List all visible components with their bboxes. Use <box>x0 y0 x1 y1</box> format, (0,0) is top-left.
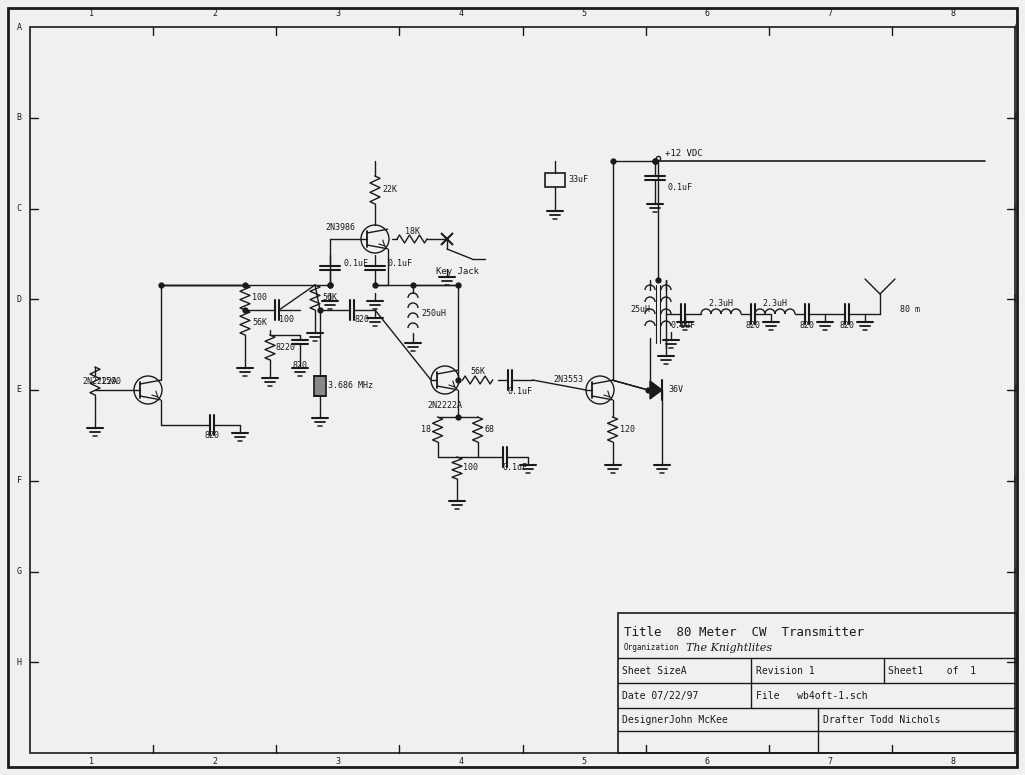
Text: 820: 820 <box>839 322 855 330</box>
Text: G: G <box>1014 567 1019 576</box>
Text: F: F <box>1014 477 1019 485</box>
Text: 56K: 56K <box>470 367 485 377</box>
Text: 1: 1 <box>89 9 94 18</box>
Text: 80 m: 80 m <box>900 305 920 314</box>
Text: 120: 120 <box>619 425 634 434</box>
Text: 68: 68 <box>485 425 495 434</box>
Text: 2N2222A: 2N2222A <box>427 401 462 409</box>
Text: 0.1uF: 0.1uF <box>502 463 527 471</box>
Text: Key Jack: Key Jack <box>436 267 479 277</box>
Text: 820: 820 <box>292 360 308 370</box>
Bar <box>314 376 326 396</box>
Text: E: E <box>16 385 22 394</box>
Text: Title  80 Meter  CW  Transmitter: Title 80 Meter CW Transmitter <box>624 626 864 639</box>
Text: 3: 3 <box>335 9 340 18</box>
Text: 820: 820 <box>800 322 815 330</box>
Text: 820: 820 <box>205 430 219 439</box>
Text: H: H <box>16 658 22 666</box>
Text: E: E <box>1014 385 1019 394</box>
Text: 0.1uF: 0.1uF <box>388 259 413 267</box>
Text: 3: 3 <box>335 756 340 766</box>
Text: 1: 1 <box>89 756 94 766</box>
Text: 7: 7 <box>828 9 832 18</box>
Text: 2N3986: 2N3986 <box>325 222 355 232</box>
Text: 0.1uF: 0.1uF <box>670 322 696 330</box>
Text: 33uF: 33uF <box>568 175 588 184</box>
Text: 5: 5 <box>581 9 586 18</box>
Text: 2.3uH: 2.3uH <box>763 299 787 308</box>
Text: 8220: 8220 <box>276 343 296 353</box>
Text: 6: 6 <box>705 9 709 18</box>
Text: 6: 6 <box>705 756 709 766</box>
Text: Organization: Organization <box>624 643 680 653</box>
Text: G: G <box>16 567 22 576</box>
Text: 5: 5 <box>581 756 586 766</box>
Text: 100: 100 <box>280 315 294 325</box>
Text: 8: 8 <box>951 9 956 18</box>
Text: 56K: 56K <box>252 318 266 327</box>
Text: 7: 7 <box>828 756 832 766</box>
Text: 0.1uF: 0.1uF <box>507 388 532 397</box>
Text: 8: 8 <box>951 756 956 766</box>
Text: 4: 4 <box>458 756 463 766</box>
Text: D: D <box>1014 294 1019 304</box>
Text: Revision 1: Revision 1 <box>756 666 815 676</box>
Bar <box>545 173 565 187</box>
Text: Date 07/22/97: Date 07/22/97 <box>622 691 698 701</box>
Text: 0.1uF: 0.1uF <box>343 259 368 267</box>
Text: 2N3553: 2N3553 <box>554 376 583 384</box>
Text: 3.686 MHz: 3.686 MHz <box>328 381 373 390</box>
Text: Sheet SizeA: Sheet SizeA <box>622 666 687 676</box>
Bar <box>618 613 1017 753</box>
Text: 2: 2 <box>212 9 217 18</box>
Text: 0.1uF: 0.1uF <box>668 184 693 192</box>
Text: 1500: 1500 <box>101 377 121 385</box>
Text: File   wb4oft-1.sch: File wb4oft-1.sch <box>756 691 867 701</box>
Text: 25uH: 25uH <box>630 305 650 315</box>
Text: 820: 820 <box>355 315 369 325</box>
Text: 820: 820 <box>745 322 761 330</box>
Text: A: A <box>1014 22 1019 32</box>
Text: 2: 2 <box>212 756 217 766</box>
Text: B: B <box>1014 113 1019 122</box>
Text: 4: 4 <box>458 9 463 18</box>
Text: H: H <box>1014 658 1019 666</box>
Text: B: B <box>16 113 22 122</box>
Text: 100: 100 <box>463 463 478 473</box>
Text: A: A <box>16 22 22 32</box>
Text: 18K: 18K <box>405 226 419 236</box>
Text: 2N2222A: 2N2222A <box>82 377 118 387</box>
Text: F: F <box>16 477 22 485</box>
Polygon shape <box>650 381 662 399</box>
Text: 2.3uH: 2.3uH <box>708 299 734 308</box>
Text: Sheet1    of  1: Sheet1 of 1 <box>888 666 976 676</box>
Text: D: D <box>16 294 22 304</box>
Text: +12 VDC: +12 VDC <box>665 149 702 157</box>
Text: C: C <box>1014 204 1019 213</box>
Text: 18: 18 <box>420 425 430 434</box>
Text: 22K: 22K <box>382 185 397 195</box>
Text: 100: 100 <box>252 293 266 302</box>
Text: C: C <box>16 204 22 213</box>
Text: DesignerJohn McKee: DesignerJohn McKee <box>622 715 728 725</box>
Text: Drafter Todd Nichols: Drafter Todd Nichols <box>823 715 941 725</box>
Text: 250uH: 250uH <box>421 308 446 318</box>
Text: 56K: 56K <box>322 293 337 302</box>
Text: 36V: 36V <box>668 385 683 394</box>
Text: The Knightlites: The Knightlites <box>686 643 772 653</box>
